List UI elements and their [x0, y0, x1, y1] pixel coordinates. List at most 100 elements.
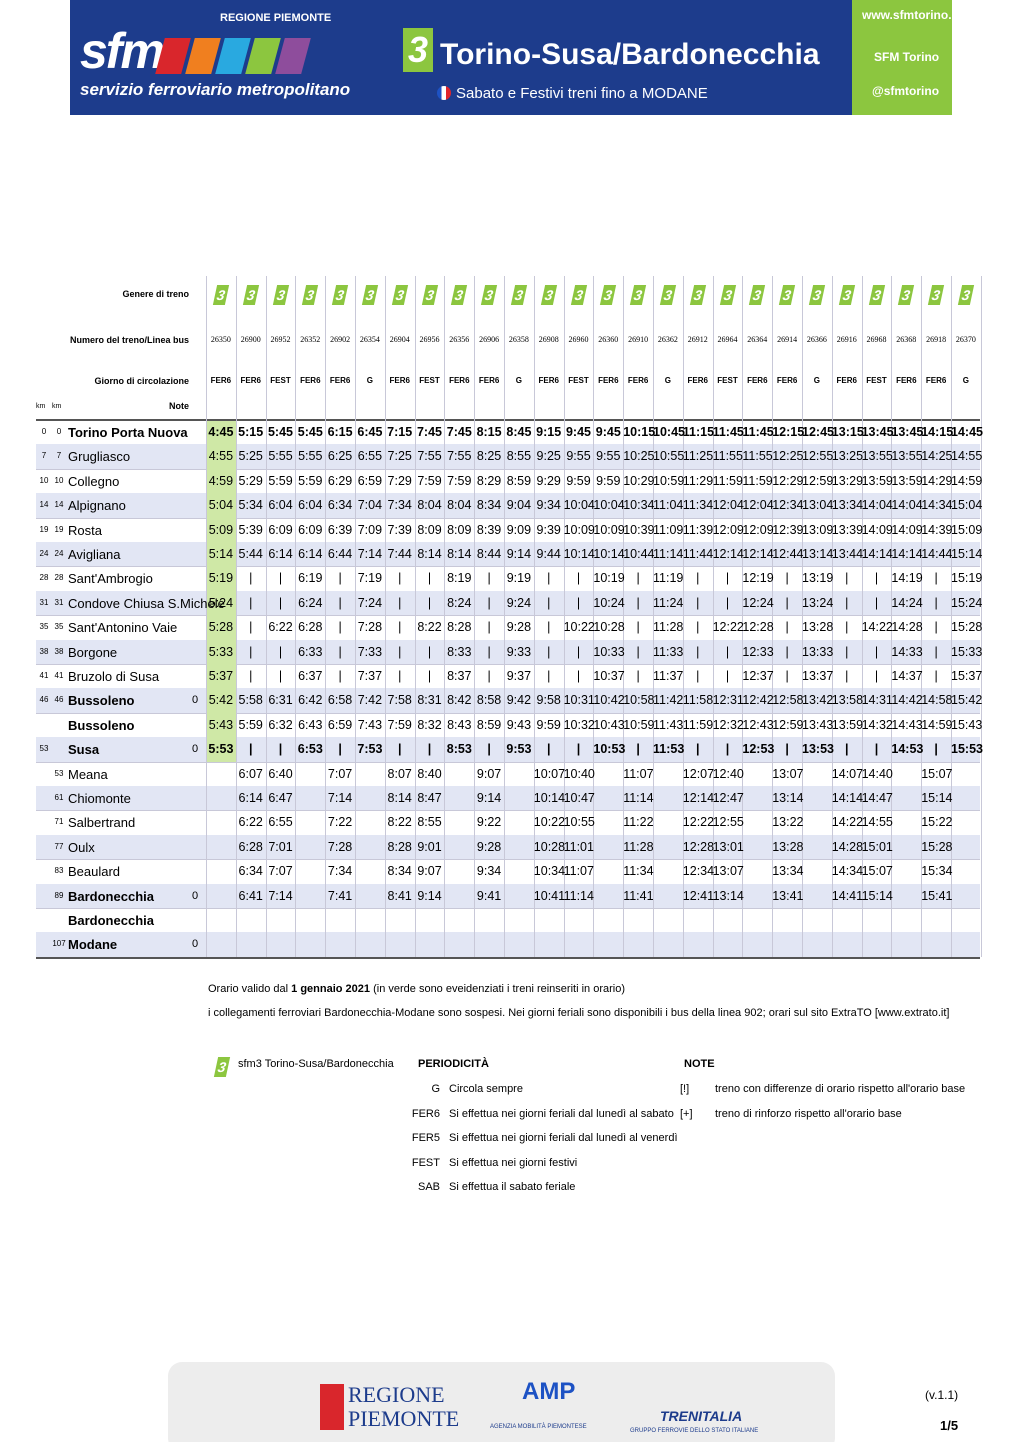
time: 6:58 — [327, 693, 353, 708]
time: 8:14 — [387, 791, 412, 805]
genere-icon: 3 — [957, 285, 975, 305]
time: 15:04 — [951, 498, 983, 513]
time: 15:24 — [951, 595, 983, 610]
time: 11:25 — [682, 449, 714, 464]
train-number: 26352 — [300, 335, 321, 344]
time: | — [845, 620, 849, 635]
time: | — [695, 742, 700, 757]
time: | — [844, 742, 849, 757]
day-code: FER6 — [389, 376, 410, 385]
time: 7:58 — [387, 693, 412, 708]
time: 11:59 — [742, 473, 773, 488]
time: 10:33 — [593, 644, 625, 659]
time: 11:07 — [563, 864, 594, 879]
col-line — [444, 276, 446, 957]
time: 13:42 — [802, 693, 834, 708]
time: 6:53 — [297, 742, 323, 757]
genere-icon: 3 — [540, 285, 557, 305]
time: 7:14 — [268, 888, 293, 903]
banner — [70, 0, 952, 115]
row-shade — [36, 688, 980, 713]
time: 6:14 — [238, 791, 263, 805]
time: 15:41 — [921, 888, 953, 903]
time: | — [785, 669, 789, 683]
line-name: Torino-Susa/Bardonecchia — [440, 38, 820, 71]
station-name: Alpignano — [68, 498, 126, 514]
station-name: Collegno — [68, 473, 120, 489]
time: | — [248, 742, 253, 757]
time: 7:09 — [357, 522, 383, 537]
train-number: 26356 — [449, 335, 470, 344]
time: 9:55 — [596, 449, 621, 464]
time: 13:07 — [712, 864, 744, 879]
station-name: Bussoleno — [68, 717, 135, 733]
km: 53 — [54, 768, 64, 778]
time: 14:22 — [831, 815, 864, 830]
time: 9:24 — [506, 595, 532, 610]
time: 8:47 — [417, 791, 442, 805]
time: | — [725, 644, 730, 659]
row-shade — [36, 737, 980, 762]
time: 12:09 — [742, 522, 774, 537]
time: 12:22 — [682, 815, 715, 830]
time: | — [427, 571, 432, 586]
trenitalia: TRENITALIA — [660, 1408, 743, 1424]
time: 10:42 — [593, 693, 625, 708]
time: 7:45 — [446, 425, 472, 439]
time: 8:55 — [506, 449, 532, 464]
day-code: G — [962, 376, 970, 385]
time: 12:55 — [802, 449, 834, 464]
day-code: G — [664, 376, 672, 385]
time: | — [338, 669, 342, 683]
station-name: Bruzolo di Susa — [68, 669, 160, 684]
genere-icon: 3 — [332, 285, 349, 305]
time: | — [547, 595, 551, 610]
time: 14:31 — [861, 693, 893, 708]
row-label: km — [36, 403, 46, 410]
km: 14 — [39, 500, 49, 510]
col-line — [474, 276, 476, 957]
time: 5:55 — [268, 449, 293, 464]
time: 14:44 — [921, 547, 953, 561]
km: 41 — [54, 671, 64, 680]
time: 5:59 — [268, 473, 293, 488]
time: 9:37 — [506, 669, 532, 683]
time: 12:14 — [742, 547, 774, 561]
genere-icon: 3 — [808, 285, 826, 305]
row-line — [36, 761, 980, 763]
col-line — [563, 276, 565, 957]
station-name: Susa — [68, 742, 100, 758]
time: 13:14 — [712, 888, 744, 903]
time: | — [785, 742, 789, 757]
km: 10 — [39, 475, 49, 485]
time: | — [636, 620, 640, 635]
time: 12:43 — [742, 717, 774, 732]
time: 10:34 — [533, 864, 566, 879]
time: 10:55 — [563, 815, 595, 830]
time: 7:41 — [327, 888, 353, 903]
time: 5:15 — [238, 425, 264, 439]
time: 11:45 — [712, 425, 744, 439]
genere-icon: 3 — [779, 285, 796, 305]
time: 6:59 — [327, 717, 353, 732]
time: 7:39 — [387, 522, 412, 537]
time: | — [427, 742, 432, 757]
row-shade — [36, 932, 980, 957]
time: 11:43 — [653, 717, 684, 732]
time: 11:55 — [742, 449, 773, 464]
time: | — [845, 669, 849, 683]
time: 7:53 — [357, 742, 383, 757]
period-code: SAB — [417, 1181, 440, 1193]
genere-icon: 3 — [212, 285, 230, 305]
genere-icon: 3 — [600, 285, 617, 305]
station-name: Oulx — [68, 839, 95, 855]
time: 13:25 — [831, 449, 864, 464]
km: 19 — [39, 524, 49, 534]
row-line — [36, 810, 980, 812]
km: 71 — [54, 817, 64, 827]
time: 9:15 — [536, 425, 562, 439]
banner-social — [852, 0, 952, 115]
station-name: Avigliana — [68, 547, 121, 562]
period-text: Si effettua nei giorni feriali dal luned… — [449, 1132, 678, 1144]
